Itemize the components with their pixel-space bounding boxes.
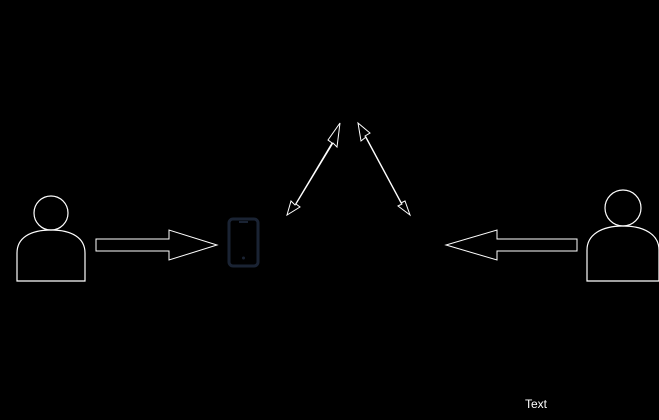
right-arrow (95, 229, 219, 261)
double-arrow-right (357, 121, 412, 217)
mobile-phone-icon (227, 217, 260, 268)
double-arrow-left (286, 122, 341, 217)
caption-text: Text (524, 397, 547, 411)
left-person-icon (16, 195, 86, 282)
left-arrow (444, 229, 578, 261)
right-person-icon (586, 189, 659, 282)
